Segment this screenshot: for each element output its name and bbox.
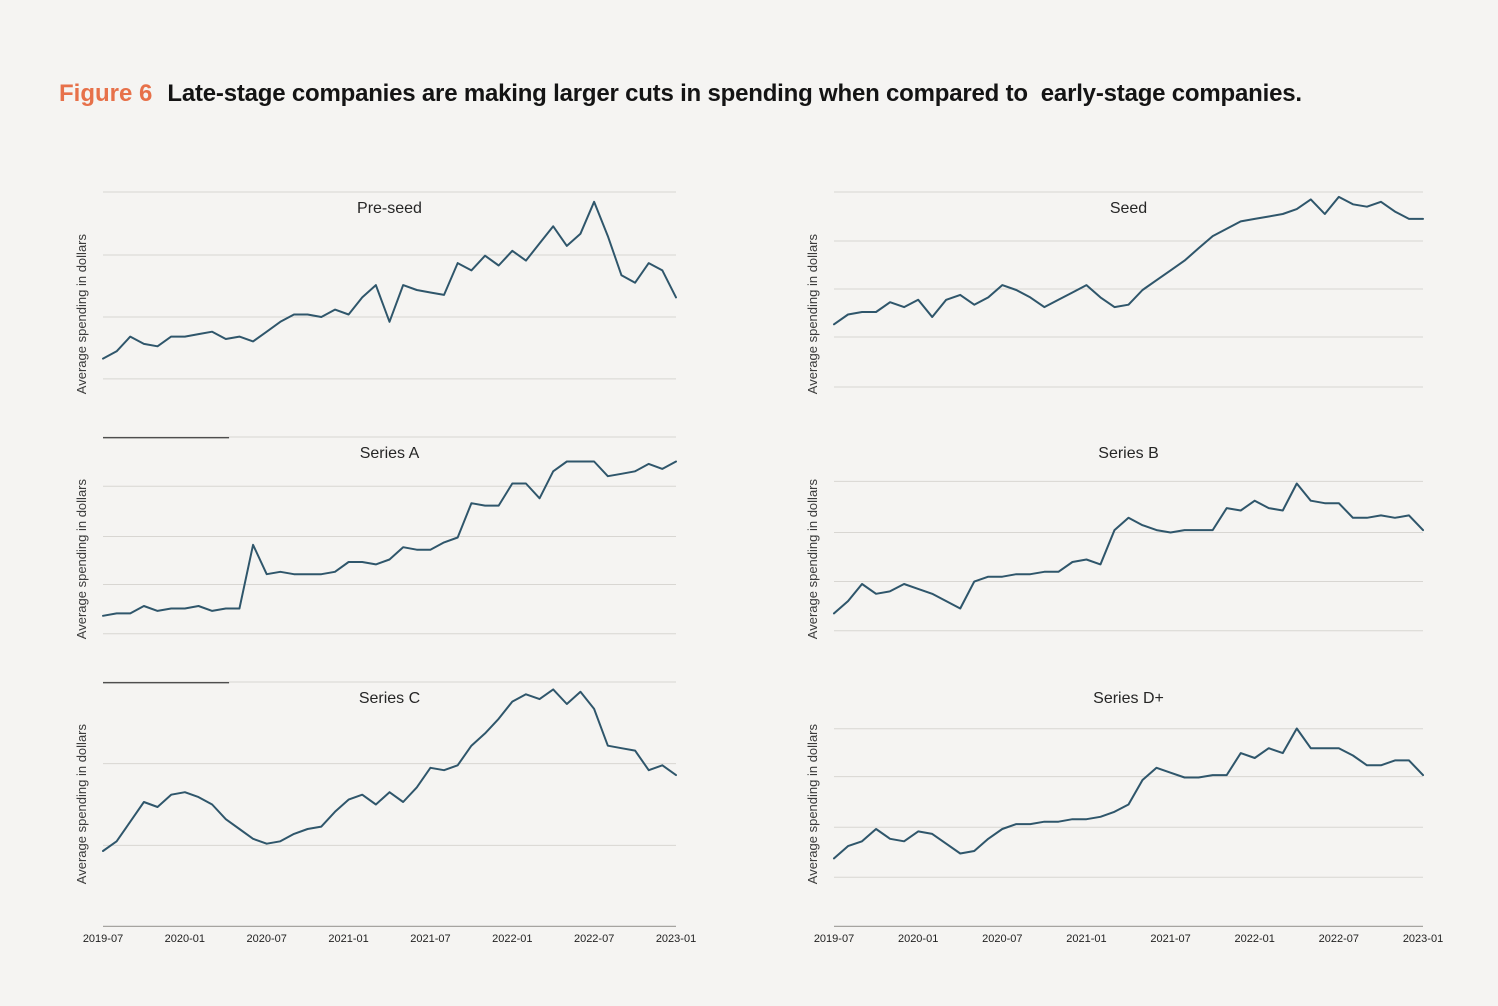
x-tick-label: 2021-01 [1066,933,1107,945]
charts-grid: Average spending in dollars Pre-seed Ave… [0,191,1498,945]
data-line [832,727,1425,860]
x-tick-label: 2019-07 [82,933,124,945]
chart-title-series-d-plus: Series D+ [1093,690,1164,707]
y-axis-label: Average spending in dollars [73,479,89,640]
x-tick-label: 2022-01 [1234,933,1275,945]
chart-panel-series-c: Average spending in dollars Series C 201… [59,681,696,945]
y-axis-label-container: Average spending in dollars [59,192,103,437]
plot-area-series-d-plus: Series D+ 2019-07 2020-01 2020-07 2021-01 20… [814,682,1443,945]
x-tick-label: 2020-07 [246,933,287,945]
chart-title-pre-seed: Pre-seed [357,200,422,217]
x-tick-label: 2019-07 [813,933,855,945]
x-tick-label: 2020-01 [897,933,939,945]
y-axis-label-container: Average spending in dollars [790,192,834,437]
line-chart-svg [102,191,677,380]
y-axis-label: Average spending in dollars [804,479,820,640]
data-line [832,482,1425,615]
line-chart-svg [102,681,677,927]
line-chart-svg [832,727,1425,927]
chart-title-series-c: Series C [358,690,421,707]
chart-panel-series-b: Average spending in dollars Series B [790,437,1425,682]
data-line [832,195,1425,326]
y-axis-label-container: Average spending in dollars [59,682,103,927]
x-tick-label: 2020-01 [164,933,206,945]
x-tick-label: 2021-01 [328,933,369,945]
chart-panel-series-d-plus: Average spending in dollars Series D+ 20… [790,682,1444,945]
y-axis-label-container: Average spending in dollars [59,437,103,682]
plot-area-series-a: Series A [102,436,677,682]
chart-title-seed: Seed [1109,200,1148,217]
data-line [102,200,677,360]
chart-title-series-b: Series B [1098,445,1159,462]
y-axis-label: Average spending in dollars [804,234,820,395]
plot-area-pre-seed: Pre-seed [102,191,677,437]
y-axis-label: Average spending in dollars [73,234,89,395]
chart-panel-series-a: Average spending in dollars Series A [59,436,677,682]
y-axis-label-container: Average spending in dollars [790,437,834,682]
data-line [102,460,677,617]
line-chart-svg [102,436,677,635]
y-axis-label: Average spending in dollars [804,724,820,885]
y-axis-label-container: Average spending in dollars [790,682,834,927]
x-tick-label: 2021-07 [410,933,451,945]
x-tick-label: 2022-07 [1318,933,1360,945]
plot-area-series-b: Series B [832,437,1425,682]
data-line [102,688,677,852]
x-tick-label: 2023-01 [1402,933,1444,945]
x-tick-label: 2022-01 [492,933,533,945]
figure-header: Figure 6 Late-stage companies are making … [0,0,1498,108]
figure-title: Late-stage companies are making larger c… [167,80,1302,107]
x-tick-label: 2021-07 [1150,933,1191,945]
chart-title-series-a: Series A [359,445,420,462]
x-tick-label: 2020-07 [982,933,1023,945]
line-chart-svg [832,191,1425,388]
plot-area-series-c: Series C 2019-07 2020-01 2020-07 2021-01 202… [83,681,696,945]
x-tick-label: 2022-07 [573,933,615,945]
x-tick-label: 2023-01 [655,933,697,945]
figure-label: Figure 6 [59,80,153,107]
chart-panel-pre-seed: Average spending in dollars Pre-seed [59,191,677,437]
y-axis-label: Average spending in dollars [73,724,89,885]
line-chart-svg [832,480,1425,632]
plot-area-seed: Seed [832,191,1425,437]
chart-panel-seed: Average spending in dollars Seed [790,191,1425,437]
